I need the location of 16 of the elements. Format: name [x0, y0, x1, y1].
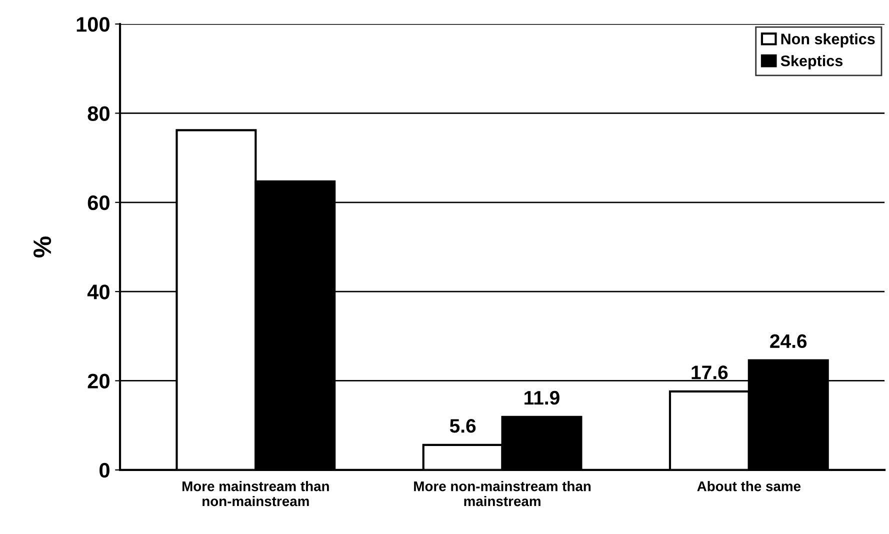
y-tick-label: 100 — [76, 17, 110, 32]
y-axis-title: % — [34, 236, 52, 258]
y-tick-label: 20 — [88, 374, 110, 388]
legend-label: Non skeptics — [781, 33, 875, 48]
data-label: 5.6 — [450, 419, 476, 433]
y-tick-label: 0 — [100, 462, 110, 478]
data-label: 17.6 — [692, 366, 728, 380]
y-tick-label: 60 — [88, 195, 110, 210]
x-tick-label: More mainstream than non-mainstream — [182, 481, 329, 506]
data-label: 11.9 — [524, 390, 560, 405]
y-tick-label: 80 — [88, 106, 110, 121]
x-tick-label: About the same — [697, 481, 801, 492]
legend-label: Skeptics — [780, 55, 843, 70]
x-tick-label: More non-mainstream than mainstream — [414, 481, 591, 506]
y-tick-label: 40 — [87, 284, 110, 300]
data-label: 24.6 — [770, 334, 807, 348]
